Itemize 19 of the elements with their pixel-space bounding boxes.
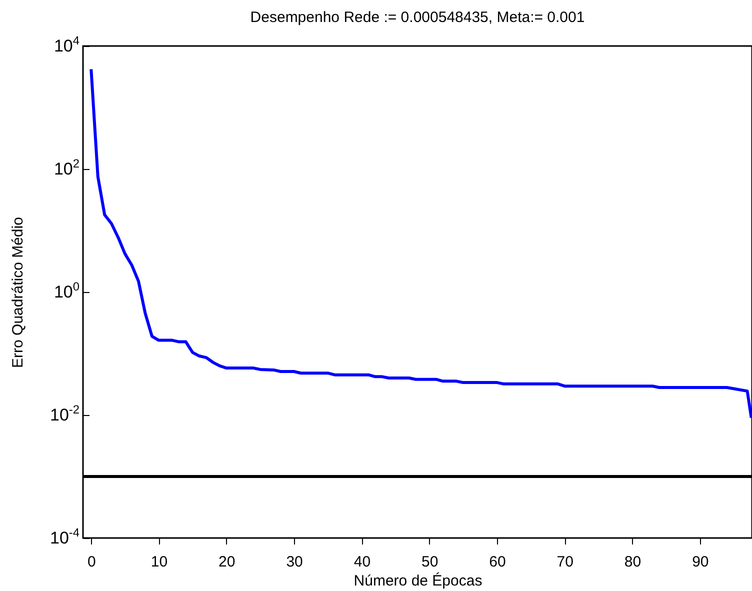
x-tick-label: 30 — [286, 554, 303, 570]
chart-title: Desempenho Rede := 0.000548435, Meta:= 0.001 — [250, 9, 585, 26]
y-tick-label: 10$^{0}$ — [54, 280, 80, 302]
x-tick-label: 10 — [150, 554, 168, 570]
y-tick-label: 10$^{-2}$ — [50, 402, 80, 424]
y-axis-title: Erro Quadrático Médio — [10, 217, 26, 368]
x-tick-label: 40 — [354, 554, 371, 570]
x-tick-label: 0 — [87, 554, 96, 570]
x-axis-title: Número de Épocas — [354, 572, 482, 590]
y-tick-label: 10$^{2}$ — [54, 156, 80, 178]
x-tick-label: 50 — [421, 554, 438, 570]
y-tick-label: 10$^{-4}$ — [50, 526, 80, 548]
line-series — [90, 68, 752, 420]
x-tick-label: 80 — [624, 554, 642, 570]
x-tick-label: 20 — [218, 554, 236, 570]
y-tick-label: 10$^{4}$ — [54, 34, 80, 56]
x-tick-label: 60 — [489, 554, 506, 570]
x-tick-label: 90 — [692, 554, 709, 570]
x-tick-label: 70 — [556, 554, 574, 570]
